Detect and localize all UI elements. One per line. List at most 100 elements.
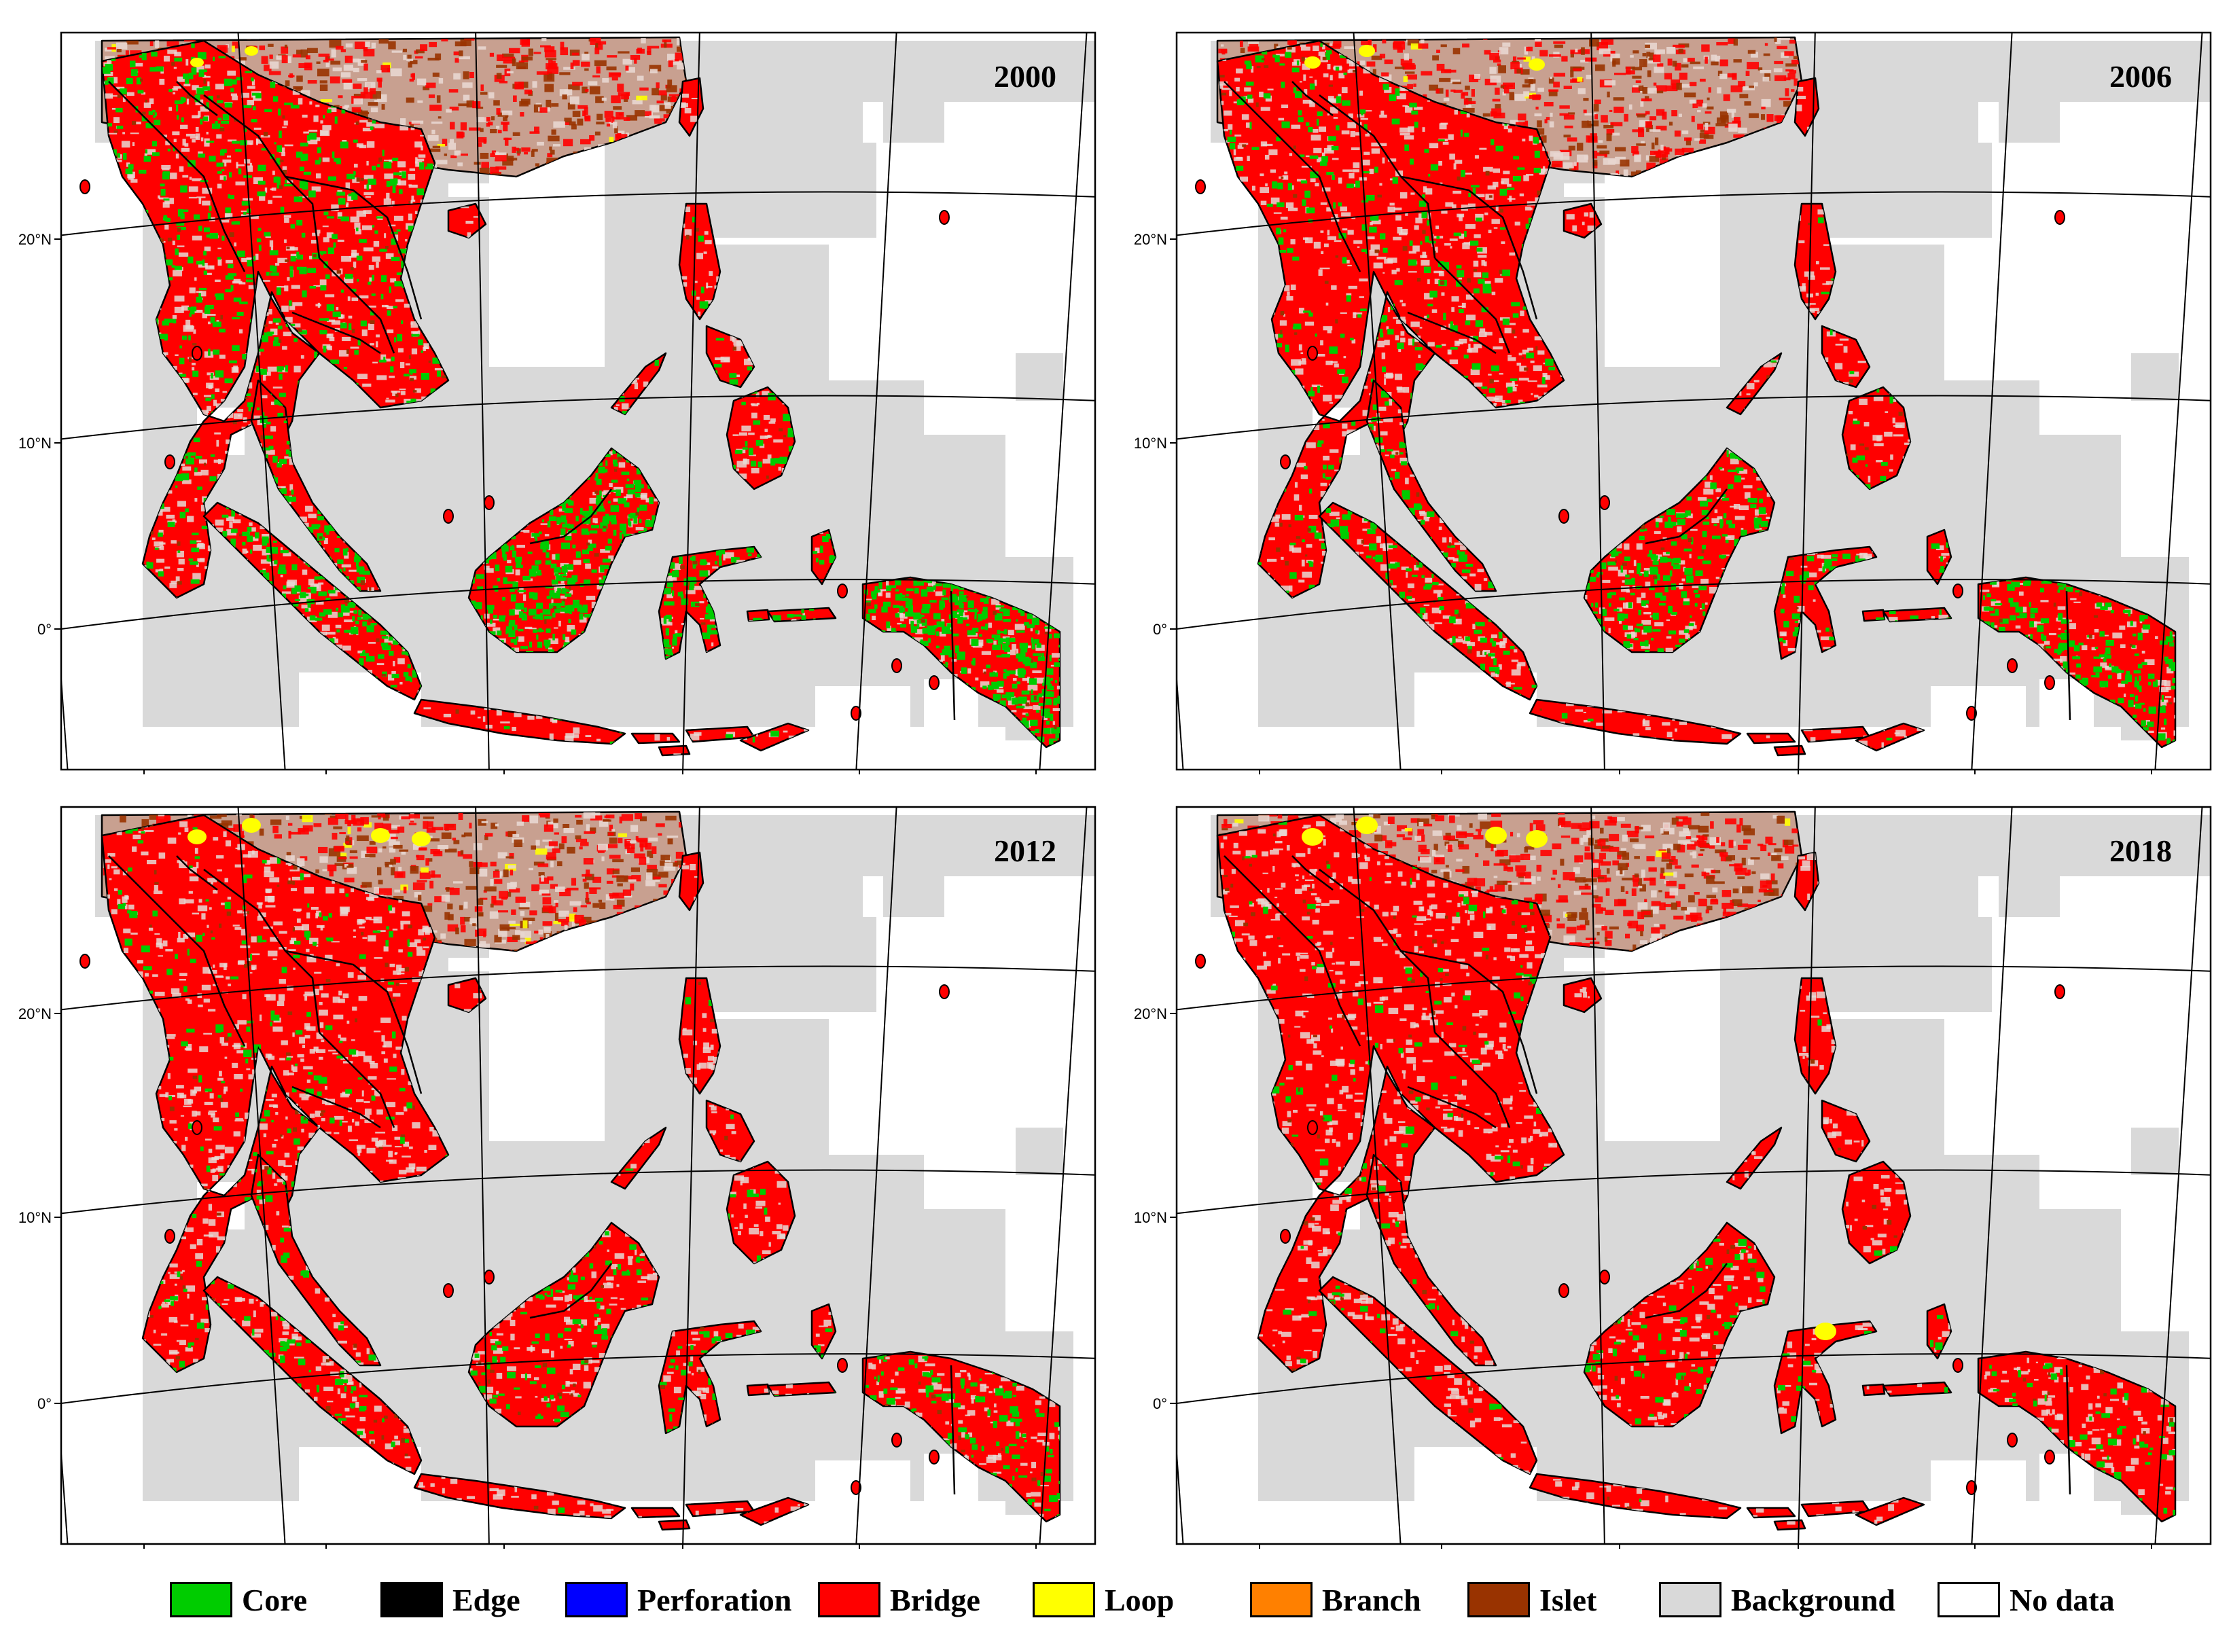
land-texture-sunda1 <box>1751 1508 1764 1517</box>
country-border <box>529 1263 612 1319</box>
meridian-line <box>1590 33 1605 770</box>
legend-label-edge: Edge <box>452 1582 520 1617</box>
no-data-tile <box>1931 1460 2026 1501</box>
map-layers <box>61 33 1095 770</box>
parallel-line <box>61 965 1095 1011</box>
parallel-line <box>1177 1169 2211 1215</box>
legend-item-loop: Loop <box>1033 1579 1174 1620</box>
land-sumba <box>1773 744 1806 757</box>
map-panel-2012: 90°E100°E110°E120°E130°E140°E20°N10°N0°2… <box>0 774 1116 1549</box>
land-sunda1 <box>1746 732 1796 744</box>
small-island <box>1599 1270 1610 1285</box>
country-border <box>176 81 218 116</box>
meridian-line <box>1798 33 1816 770</box>
lat-label: 20°N <box>18 1005 52 1022</box>
land-sulawesi <box>1773 1320 1878 1435</box>
country-border <box>108 855 246 1047</box>
lat-label: 10°N <box>18 435 52 452</box>
loop-patch <box>1304 56 1321 69</box>
land-sumba <box>658 1519 691 1531</box>
no-data-tile <box>815 686 910 727</box>
small-island <box>79 179 90 194</box>
year-label: 2012 <box>994 833 1056 868</box>
background-tile <box>2131 1128 2179 1175</box>
small-island <box>2054 210 2065 225</box>
map-2012: 90°E100°E110°E120°E130°E140°E20°N10°N0°2… <box>18 806 1096 1549</box>
lat-label: 0° <box>37 621 52 638</box>
map-frame <box>60 806 1096 1545</box>
legend-swatch-edge <box>380 1582 443 1617</box>
country-border <box>1434 257 1511 354</box>
legend-label-loop: Loop <box>1105 1582 1175 1617</box>
land-taiwan <box>1793 77 1820 137</box>
small-island <box>1966 706 1977 721</box>
country-border <box>319 1032 395 1128</box>
country-border <box>285 950 423 1094</box>
meridian-line <box>1971 33 2013 770</box>
background-tile <box>1999 95 2060 143</box>
small-island <box>1307 1120 1318 1135</box>
legend-label-branch: Branch <box>1322 1582 1421 1617</box>
loop-patch <box>188 829 207 844</box>
legend-item-core: Core <box>170 1579 307 1620</box>
legend-label-islet: Islet <box>1539 1582 1597 1617</box>
small-island <box>837 1358 848 1373</box>
country-border <box>2065 1365 2071 1495</box>
legend-swatch-loop <box>1033 1582 1095 1617</box>
legend-item-no-data: No data <box>1938 1579 2115 1620</box>
loop-patch <box>1356 816 1378 834</box>
meridian-line <box>1590 807 1605 1544</box>
land-timor <box>1855 1496 1925 1526</box>
meridian-line <box>475 807 490 1544</box>
country-border <box>1224 81 1361 272</box>
loop-patch <box>412 831 431 846</box>
meridian-line <box>1971 807 2013 1544</box>
legend-swatch-background <box>1659 1582 1721 1617</box>
loop-patch <box>242 818 261 833</box>
parallel-line <box>1177 395 2211 440</box>
meridian-line <box>682 807 700 1544</box>
land-java <box>1529 1473 1742 1520</box>
country-border <box>1400 175 1538 320</box>
parallel-line <box>61 191 1095 236</box>
small-island <box>1952 583 1963 598</box>
small-island <box>164 1229 175 1244</box>
country-border <box>2065 590 2071 721</box>
loop-patch <box>371 828 390 843</box>
lat-label: 0° <box>1153 621 1167 638</box>
background-tile <box>1815 143 1992 238</box>
background-tile <box>700 143 876 238</box>
meridian-line <box>2154 807 2203 1544</box>
background-tile <box>883 869 944 917</box>
legend-label-background: Background <box>1731 1582 1896 1617</box>
background-tile <box>836 815 1095 876</box>
small-island <box>443 509 454 524</box>
map-panel-2000: 90°E100°E110°E120°E130°E140°E20°N10°N0°2… <box>0 0 1116 774</box>
loop-patch <box>1526 830 1548 848</box>
country-border <box>1645 1263 1728 1319</box>
small-island <box>1558 509 1569 524</box>
small-island <box>443 1283 454 1298</box>
land-sumba <box>1773 1519 1806 1531</box>
small-island <box>851 706 861 721</box>
legend-item-bridge: Bridge <box>818 1579 980 1620</box>
legend-item-background: Background <box>1659 1579 1895 1620</box>
land-visayas <box>705 325 755 389</box>
legend-item-perforation: Perforation <box>565 1579 791 1620</box>
legend-label-core: Core <box>242 1582 308 1617</box>
parallel-line <box>1177 579 2211 630</box>
small-island <box>1195 954 1206 969</box>
year-label: 2006 <box>2109 59 2172 94</box>
small-island <box>929 675 940 690</box>
parallel-line <box>1177 965 2211 1011</box>
land-sunda1 <box>630 1507 681 1519</box>
map-layers <box>1177 33 2211 770</box>
small-island <box>1599 495 1610 510</box>
land-borneo <box>467 1221 660 1428</box>
land-texture-sunda1 <box>654 734 671 741</box>
lat-label: 0° <box>37 1395 52 1412</box>
small-island <box>929 1450 940 1465</box>
small-island <box>2054 984 2065 999</box>
map-layers <box>61 807 1095 1544</box>
parallel-line <box>1177 191 2211 236</box>
